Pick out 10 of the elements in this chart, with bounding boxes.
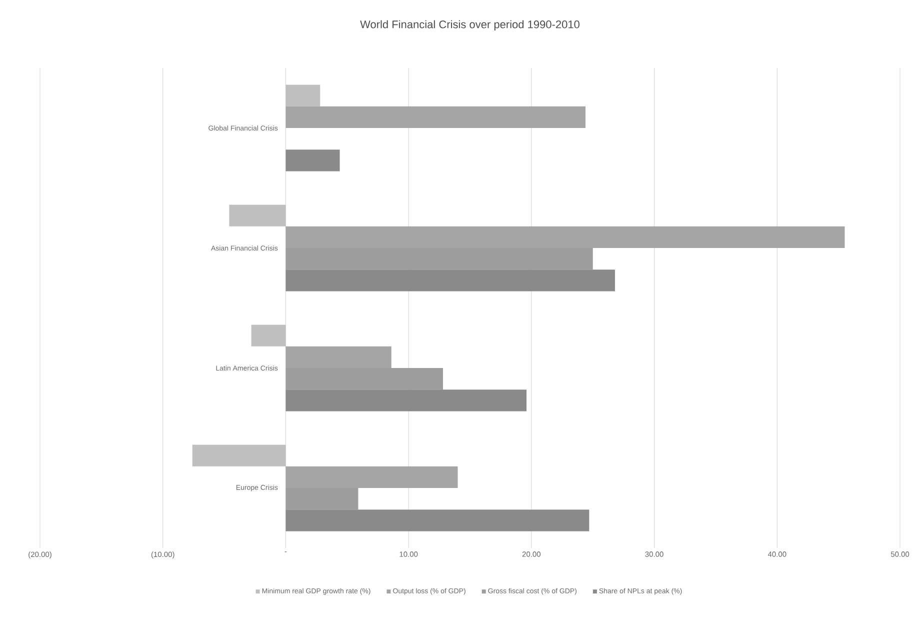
chart-title: World Financial Crisis over period 1990-2010: [360, 20, 580, 30]
bar: [286, 150, 340, 172]
bar: [229, 204, 286, 226]
bar: [286, 390, 527, 412]
bar: [251, 324, 286, 346]
bar: [286, 510, 590, 532]
bar: [286, 270, 615, 292]
bar: [286, 106, 586, 128]
bar: [286, 84, 320, 106]
bar: [192, 444, 286, 466]
